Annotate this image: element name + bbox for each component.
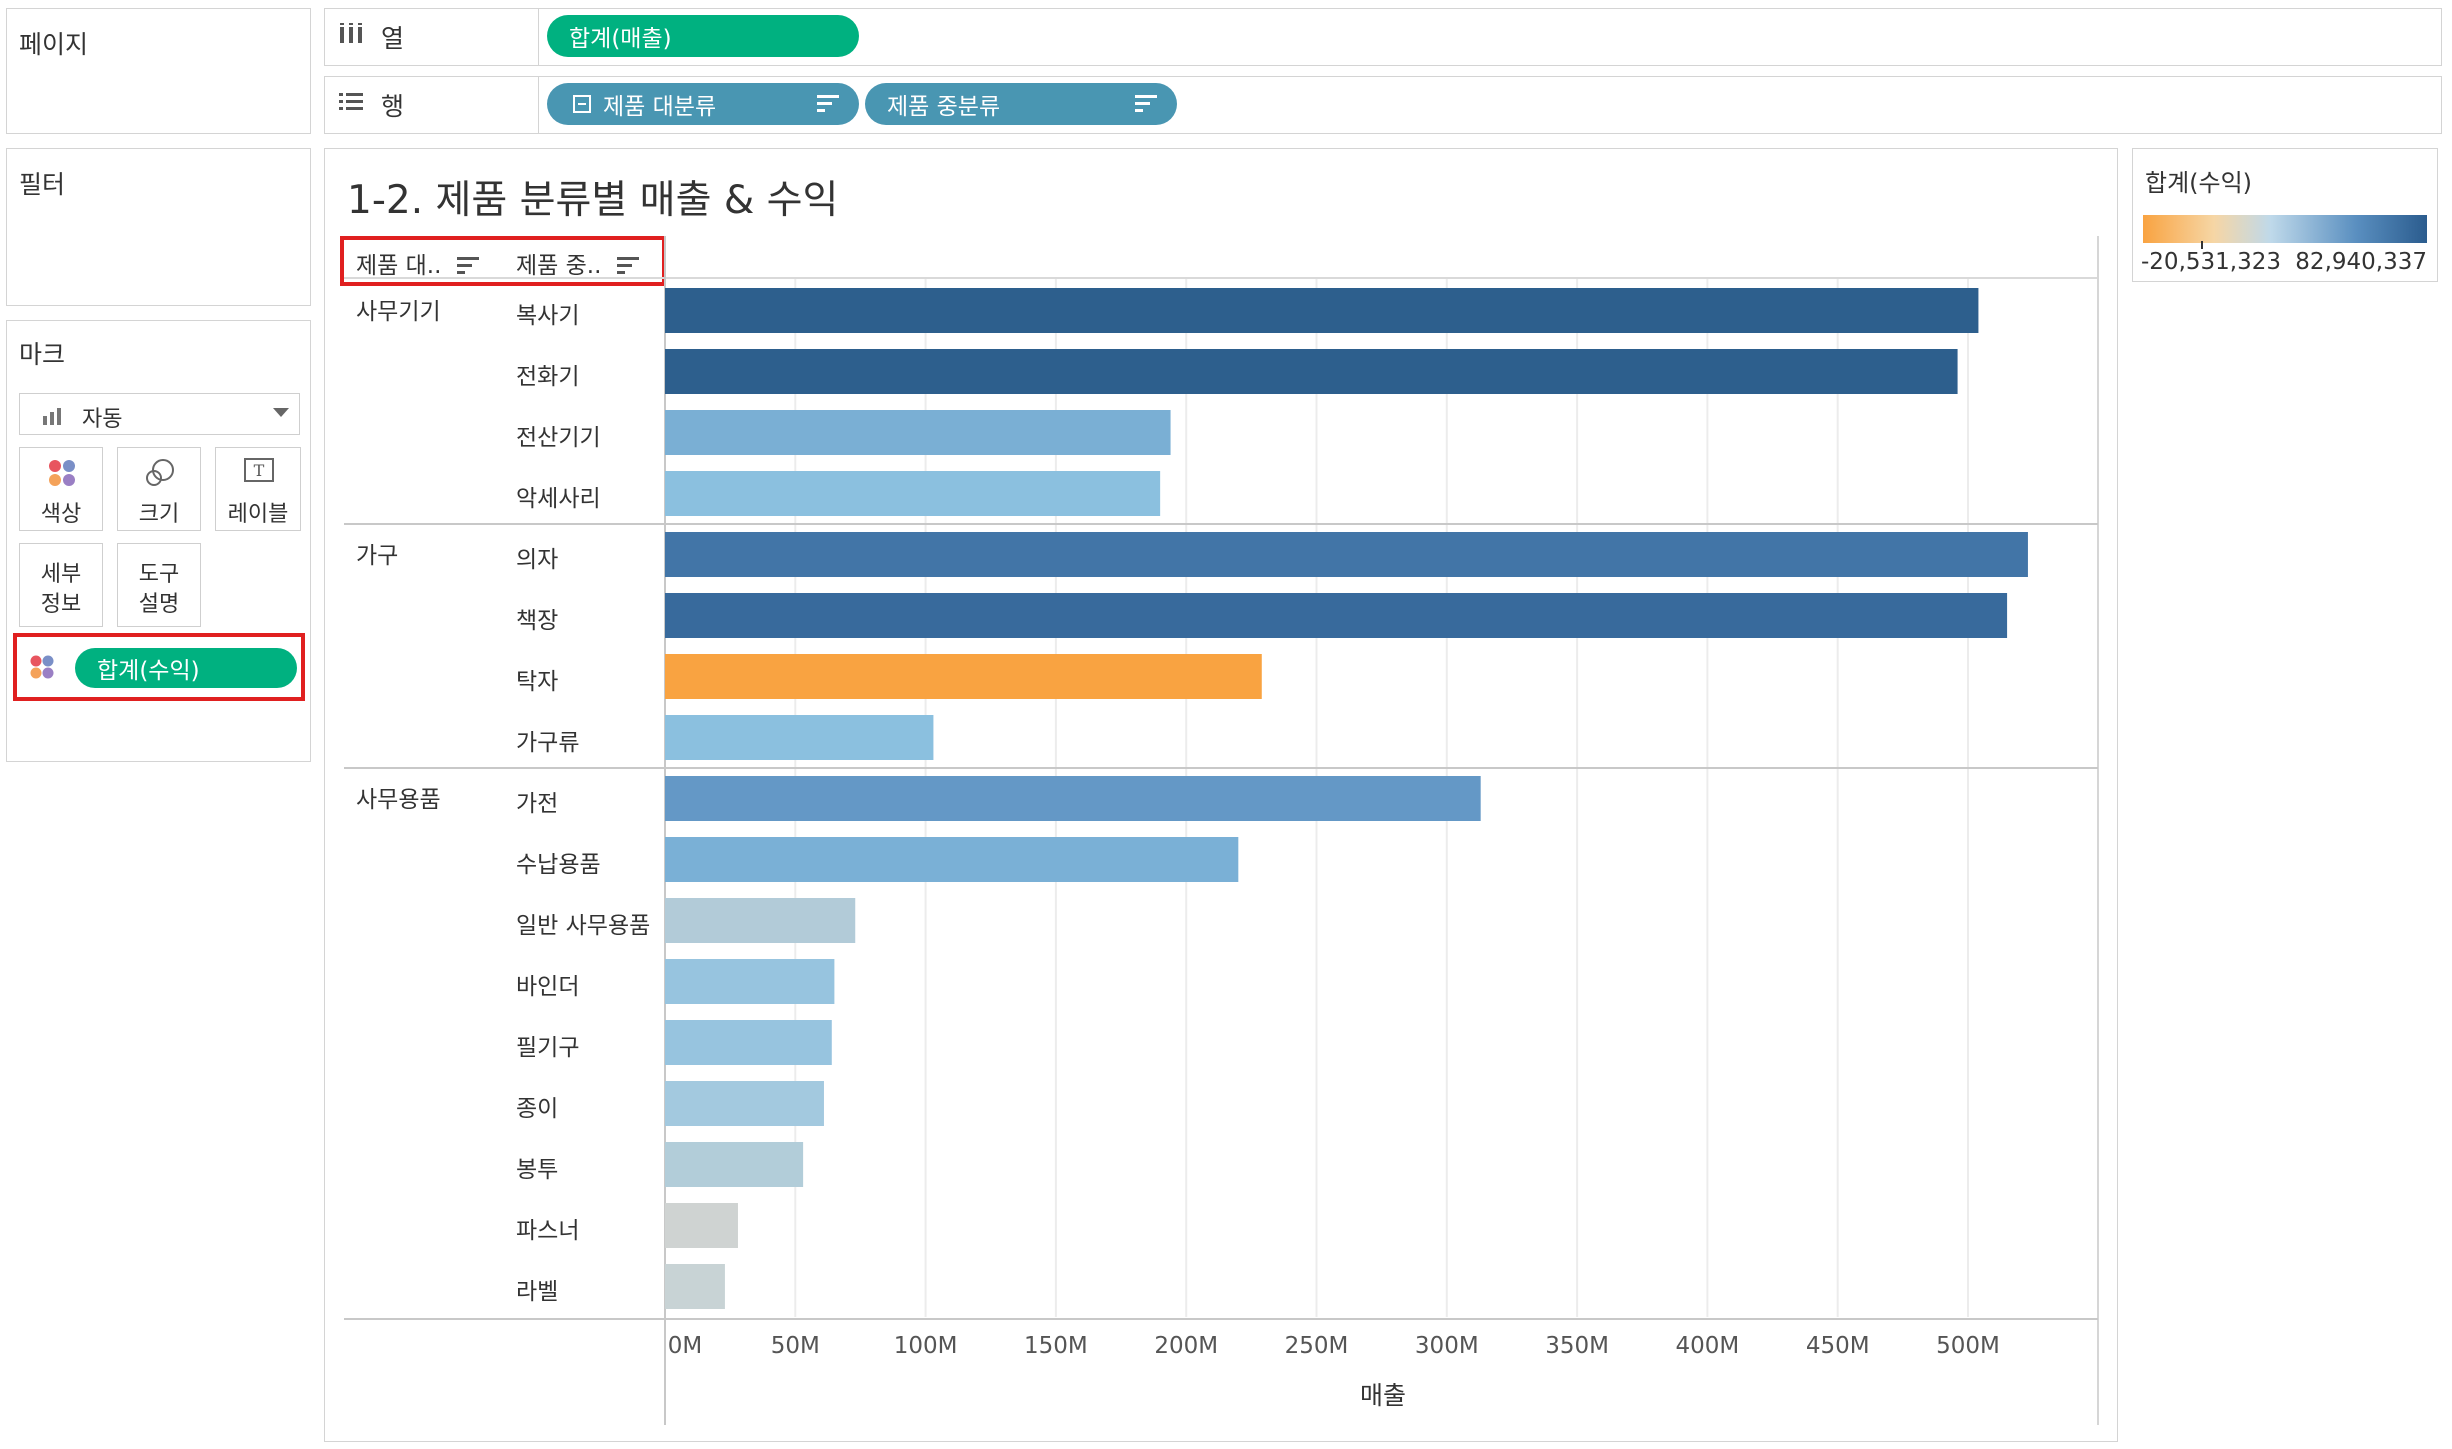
x-tick-label: 100M: [893, 1333, 958, 1359]
subcategory-label: 파스너: [516, 1217, 580, 1244]
pages-shelf-title: 페이지: [19, 30, 89, 59]
subcategory-header[interactable]: 제품 중..: [516, 246, 639, 280]
subcategory-label: 가구류: [516, 729, 580, 756]
mark-type-label: 자동: [82, 407, 123, 432]
category-pill[interactable]: 제품 대분류: [547, 83, 859, 125]
viz-title: 1-2. 제품 분류별 매출 & 수익: [347, 178, 839, 223]
mark-type-dropdown[interactable]: 자동: [19, 393, 300, 435]
category-label: 사무기기: [356, 299, 441, 325]
columns-shelf-title: 열: [381, 24, 405, 53]
subcategory-label: 책장: [516, 607, 559, 634]
subcategory-header-label: 제품 중..: [516, 253, 602, 279]
color-button[interactable]: 색상: [19, 447, 103, 531]
subcategory-label: 일반 사무용품: [516, 912, 651, 939]
category-header-label: 제품 대..: [356, 253, 442, 279]
subcategory-label: 전산기기: [516, 424, 601, 451]
legend-min-label: -20,531,323: [2141, 249, 2281, 275]
label-button-label: 레이블: [227, 502, 289, 527]
subcategory-label: 바인더: [516, 973, 580, 1000]
category-label: 가구: [356, 543, 399, 569]
chevron-down-icon: [273, 408, 289, 417]
x-tick-label: 250M: [1284, 1333, 1349, 1359]
legend-max-label: 82,940,337: [2295, 249, 2427, 275]
text-label-icon: T: [244, 458, 274, 482]
subcategory-pill[interactable]: 제품 중분류: [865, 83, 1177, 125]
subcategory-label: 전화기: [516, 363, 580, 390]
sort-descending-icon[interactable]: [1135, 93, 1157, 113]
legend-zero-tick: [2201, 241, 2203, 249]
color-button-label: 색상: [40, 502, 82, 527]
rows-shelf-title: 행: [381, 92, 405, 121]
x-tick-label: 450M: [1805, 1333, 1870, 1359]
subcategory-label: 악세사리: [516, 485, 601, 512]
bar-chart-icon: [43, 408, 61, 425]
filters-shelf-title: 필터: [19, 170, 66, 199]
sort-descending-icon[interactable]: [456, 255, 479, 275]
tooltip-button-label-1: 도구: [138, 562, 180, 587]
sales-sum-pill-label: 합계(매출): [569, 26, 672, 52]
category-pill-label: 제품 대분류: [603, 94, 717, 120]
sort-descending-icon[interactable]: [817, 93, 839, 113]
marks-card: 마크 자동 색상 크기 T 레이블 세부 정보 도구 설명: [6, 320, 311, 762]
tooltip-button-label-2: 설명: [138, 592, 180, 617]
rows-shelf[interactable]: 행 제품 대분류 제품 중분류: [324, 76, 2442, 134]
legend-gradient[interactable]: [2143, 215, 2427, 243]
x-tick-label: 300M: [1414, 1333, 1479, 1359]
sales-sum-pill[interactable]: 합계(매출): [547, 15, 859, 57]
detail-button-label-2: 정보: [40, 592, 82, 617]
columns-shelf[interactable]: 열 합계(매출): [324, 8, 2442, 66]
rows-icon: [339, 92, 365, 118]
x-tick-label: 0M: [667, 1333, 703, 1359]
svg-text:T: T: [254, 461, 265, 480]
subcategory-label: 의자: [516, 546, 559, 573]
x-tick-label: 150M: [1024, 1333, 1088, 1359]
columns-icon: [339, 23, 365, 51]
subcategory-label: 필기구: [516, 1034, 580, 1061]
sort-descending-icon[interactable]: [616, 255, 639, 275]
color-dots-icon: [30, 655, 54, 679]
detail-button-label-1: 세부: [40, 562, 82, 587]
viz-panel: 1-2. 제품 분류별 매출 & 수익: [324, 148, 2118, 1442]
color-pill-highlight: 합계(수익): [13, 633, 305, 701]
x-axis-title: 매출: [1360, 1381, 1407, 1410]
subcategory-label: 수납용품: [516, 851, 601, 878]
x-tick-label: 500M: [1936, 1333, 2000, 1359]
x-tick-label: 50M: [770, 1333, 820, 1359]
label-button[interactable]: T 레이블: [215, 447, 301, 531]
category-label: 사무용품: [356, 787, 441, 813]
size-button[interactable]: 크기: [117, 447, 201, 531]
rows-shelf-label: 행: [325, 77, 539, 133]
legend-title: 합계(수익): [2145, 169, 2253, 197]
detail-button[interactable]: 세부 정보: [19, 543, 103, 627]
subcategory-pill-label: 제품 중분류: [887, 94, 1001, 120]
marks-card-title: 마크: [19, 340, 66, 369]
size-circles-icon: [146, 459, 174, 486]
color-legend: 합계(수익) -20,531,323 82,940,337: [2132, 148, 2438, 282]
x-tick-label: 350M: [1545, 1333, 1609, 1359]
subcategory-label: 복사기: [516, 302, 580, 329]
tooltip-button[interactable]: 도구 설명: [117, 543, 201, 627]
pages-shelf[interactable]: 페이지: [6, 8, 311, 134]
collapse-icon: [573, 95, 591, 113]
x-tick-label: 200M: [1154, 1333, 1219, 1359]
color-dots-icon: [49, 460, 75, 486]
subcategory-label: 가전: [516, 790, 559, 817]
filters-shelf[interactable]: 필터: [6, 148, 311, 306]
profit-color-pill[interactable]: 합계(수익): [75, 648, 297, 688]
subcategory-label: 봉투: [516, 1156, 559, 1183]
subcategory-label: 라벨: [516, 1278, 559, 1305]
subcategory-label: 탁자: [516, 668, 559, 695]
category-header[interactable]: 제품 대..: [356, 246, 479, 280]
size-button-label: 크기: [138, 502, 180, 527]
subcategory-label: 종이: [516, 1095, 559, 1122]
x-tick-label: 400M: [1675, 1333, 1740, 1359]
profit-color-pill-label: 합계(수익): [97, 658, 200, 684]
columns-shelf-label: 열: [325, 9, 539, 65]
